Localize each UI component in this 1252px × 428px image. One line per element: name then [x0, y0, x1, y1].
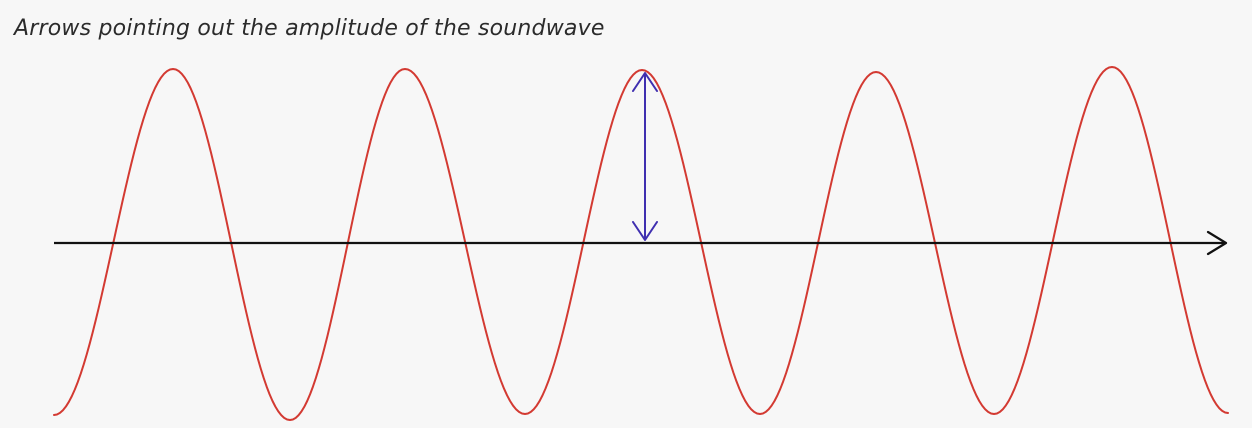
- axis-arrowhead: [1206, 230, 1228, 256]
- amplitude-arrow: [632, 72, 658, 241]
- time-axis: [54, 230, 1228, 256]
- amplitude-arrow-head-top: [632, 72, 658, 92]
- sound-wave: [53, 66, 1229, 421]
- amplitude-arrow-head-bottom: [632, 221, 658, 241]
- diagram-caption: Arrows pointing out the amplitude of the…: [14, 16, 605, 41]
